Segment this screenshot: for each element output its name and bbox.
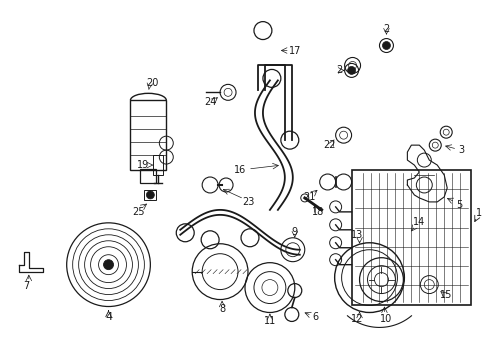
Text: 24: 24 [203,97,216,107]
Text: 2: 2 [336,66,342,76]
Text: 10: 10 [380,314,392,324]
Text: 13: 13 [351,230,363,240]
Bar [144,190,156,200]
Circle shape [347,67,355,75]
Text: 16: 16 [233,165,245,175]
Circle shape [103,260,113,270]
Text: 6: 6 [312,312,318,323]
Text: 11: 11 [263,316,275,327]
Text: 17: 17 [288,45,301,55]
Text: 19: 19 [137,160,149,170]
Text: 25: 25 [132,207,144,217]
Bar [140,169,156,183]
Text: 1: 1 [475,208,481,218]
Bar [130,100,166,170]
Text: 7: 7 [22,280,29,291]
Text: 14: 14 [412,217,425,227]
Text: 4: 4 [105,312,112,323]
Circle shape [146,191,154,199]
Bar [351,170,470,305]
Text: 15: 15 [439,289,451,300]
Text: 5: 5 [455,200,461,210]
Circle shape [382,41,389,50]
Text: 20: 20 [146,78,158,88]
Polygon shape [19,252,42,272]
Text: 22: 22 [323,140,335,150]
Text: 23: 23 [241,197,254,207]
Text: 8: 8 [219,305,224,315]
Bar [153,155,163,175]
Text: 2: 2 [383,24,389,33]
Text: 12: 12 [351,314,363,324]
Text: 9: 9 [291,227,297,237]
Text: 3: 3 [457,145,463,155]
Text: 21: 21 [303,192,315,202]
Text: 18: 18 [311,207,323,217]
